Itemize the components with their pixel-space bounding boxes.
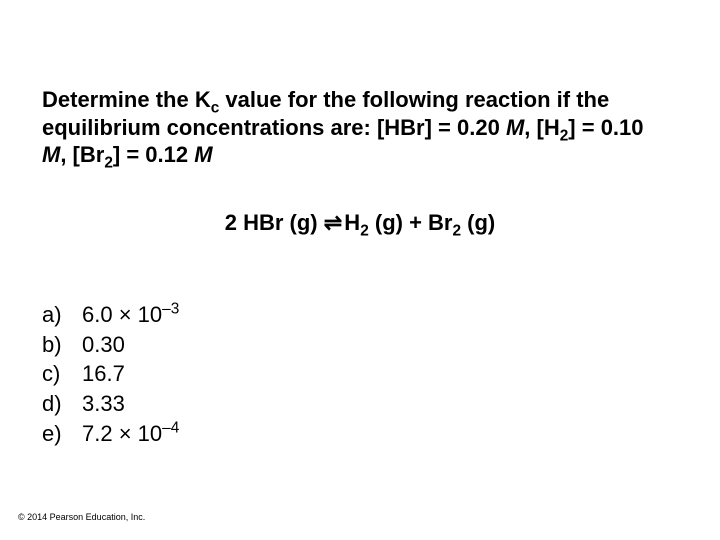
copyright-text: © 2014 Pearson Education, Inc. <box>18 512 145 522</box>
option-letter: d) <box>42 389 82 419</box>
option-value: 7.2 × 10–4 <box>82 419 179 449</box>
opt-pre: 7.2 × 10 <box>82 421 162 446</box>
list-item: d) 3.33 <box>42 389 179 419</box>
list-item: b) 0.30 <box>42 330 179 360</box>
list-item: a) 6.0 × 10–3 <box>42 300 179 330</box>
q-sep1: , [H <box>524 115 559 140</box>
option-letter: c) <box>42 359 82 389</box>
option-letter: b) <box>42 330 82 360</box>
q-m1: M <box>506 115 524 140</box>
list-item: e) 7.2 × 10–4 <box>42 419 179 449</box>
question-text: Determine the Kc value for the following… <box>42 86 662 169</box>
eq-p3: (g) + Br <box>369 210 453 235</box>
q-m3: M <box>194 142 212 167</box>
equilibrium-arrow-icon: ⇌ <box>324 210 338 235</box>
option-value: 3.33 <box>82 389 125 419</box>
opt-pre: 3.33 <box>82 391 125 416</box>
q-sep2: , [Br <box>60 142 104 167</box>
q-after-h: ] = 0.10 <box>568 115 643 140</box>
eq-brsub: 2 <box>452 222 461 239</box>
opt-pre: 16.7 <box>82 361 125 386</box>
list-item: c) 16.7 <box>42 359 179 389</box>
option-value: 0.30 <box>82 330 125 360</box>
options-list: a) 6.0 × 10–3 b) 0.30 c) 16.7 d) 3.33 e)… <box>42 300 179 448</box>
eq-p2: H <box>338 210 360 235</box>
q-brsub: 2 <box>104 154 113 171</box>
eq-p1: 2 HBr (g) <box>225 210 324 235</box>
option-letter: e) <box>42 419 82 449</box>
q-hsub: 2 <box>560 127 569 144</box>
option-value: 6.0 × 10–3 <box>82 300 179 330</box>
slide: Determine the Kc value for the following… <box>0 0 720 540</box>
opt-pre: 6.0 × 10 <box>82 302 162 327</box>
eq-hsub: 2 <box>360 222 369 239</box>
opt-pre: 0.30 <box>82 332 125 357</box>
eq-p4: (g) <box>461 210 495 235</box>
opt-sup: –3 <box>162 301 179 318</box>
option-letter: a) <box>42 300 82 330</box>
q-lead: Determine the K <box>42 87 211 112</box>
equation: 2 HBr (g) ⇌ H2 (g) + Br2 (g) <box>0 210 720 236</box>
q-m2: M <box>42 142 60 167</box>
opt-sup: –4 <box>162 419 179 436</box>
q-after-br: ] = 0.12 <box>113 142 194 167</box>
option-value: 16.7 <box>82 359 125 389</box>
